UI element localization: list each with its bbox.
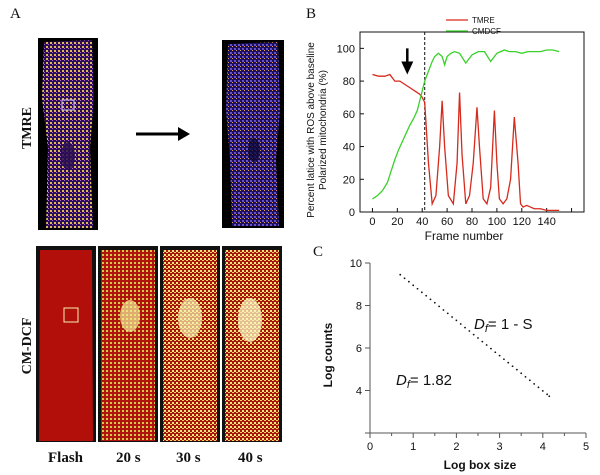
chart-b-ytick-label: 20 bbox=[343, 174, 355, 186]
cmdcf-image-30s bbox=[160, 246, 220, 442]
chart-b-frame bbox=[359, 31, 585, 213]
chart-b-xtick-label: 0 bbox=[369, 216, 375, 228]
chart-b-ytick-label: 40 bbox=[343, 142, 355, 154]
chart-c-xtick-label: 1 bbox=[410, 441, 416, 453]
chart-c-point bbox=[541, 390, 544, 392]
chart-b-xtick-label: 100 bbox=[488, 216, 506, 228]
chart-c-point bbox=[520, 372, 523, 375]
chart-c-point bbox=[528, 379, 531, 382]
cmdcf-image-flash bbox=[36, 246, 96, 442]
tmre-cell-image-before bbox=[38, 38, 98, 230]
chart-c-ytick-label: 4 bbox=[356, 386, 362, 398]
chart-c-xlabel: Log box size bbox=[444, 458, 517, 472]
chart-c-point bbox=[507, 361, 510, 364]
chart-b-ylabel-outer: Percent latice with ROS above baseline bbox=[306, 42, 317, 218]
chart-c-point bbox=[485, 344, 488, 346]
caption-flash: Flash bbox=[48, 450, 84, 466]
chart-c-point bbox=[524, 376, 527, 378]
chart-b-ytick-label: 100 bbox=[337, 43, 355, 55]
chart-c-ytick-label: 6 bbox=[356, 343, 362, 355]
chart-c-point bbox=[416, 287, 419, 290]
chart-c-ylabel: Log counts bbox=[321, 322, 335, 387]
chart-b-ytick-label: 0 bbox=[349, 207, 355, 219]
chart-c-ytick-label: 8 bbox=[356, 301, 362, 313]
chart-b-xtick-label: 40 bbox=[416, 216, 428, 228]
chart-c-xtick-label: 0 bbox=[367, 441, 373, 453]
tmre-row-label: TMRE bbox=[20, 107, 35, 149]
right-arrow-icon bbox=[136, 127, 190, 141]
chart-b-legend-label: TMRE bbox=[472, 16, 495, 25]
chart-c-point bbox=[464, 326, 466, 329]
chart-c-point bbox=[511, 365, 514, 368]
chart-c-point bbox=[442, 309, 445, 311]
chart-b-ytick-label: 80 bbox=[343, 76, 355, 88]
chart-c-point bbox=[533, 383, 536, 385]
chart-b-series-cmdcf bbox=[372, 49, 560, 200]
chart-b-legend-label: CMDCF bbox=[472, 27, 501, 36]
chart-c-point bbox=[420, 291, 423, 294]
chart-c-point bbox=[412, 284, 415, 287]
caption-40s: 40 s bbox=[238, 450, 263, 466]
chart-c-point bbox=[399, 273, 402, 276]
chart-b-series-tmre bbox=[372, 73, 560, 212]
chart-b-xtick-label: 20 bbox=[391, 216, 403, 228]
chart-c-point bbox=[429, 298, 432, 301]
chart-c-point bbox=[537, 386, 540, 389]
chart-c-xtick-label: 5 bbox=[583, 441, 589, 453]
chart-c-point bbox=[403, 277, 406, 280]
chart-c-svg: Log counts Log box size Df= 1 - S Df= 1.… bbox=[321, 258, 589, 472]
chart-c-ytick-label: 10 bbox=[350, 258, 362, 270]
chart-b-xtick-label: 80 bbox=[466, 216, 478, 228]
cmdcf-image-20s bbox=[98, 246, 158, 442]
caption-30s: 30 s bbox=[176, 450, 201, 466]
chart-c-point bbox=[455, 319, 458, 322]
chart-c-point bbox=[472, 333, 475, 336]
caption-20s: 20 s bbox=[116, 450, 141, 466]
chart-c-point bbox=[425, 294, 428, 297]
chart-c-point bbox=[433, 301, 436, 304]
chart-c-point bbox=[446, 312, 449, 315]
chart-c-annotation-value: Df= 1.82 bbox=[396, 372, 452, 391]
chart-b-ylabel-inner: Polarized mitochondria (%) bbox=[318, 70, 329, 190]
chart-c-xtick-label: 2 bbox=[453, 441, 459, 453]
chart-c-point bbox=[468, 330, 471, 332]
down-arrow-head bbox=[401, 61, 414, 75]
chart-c-point bbox=[503, 358, 505, 361]
chart-c-point bbox=[515, 368, 518, 371]
chart-c-point bbox=[498, 354, 501, 357]
cmdcf-image-40s bbox=[222, 246, 282, 442]
chart-b-ytick-label: 60 bbox=[343, 109, 355, 121]
panel-a-letter: A bbox=[10, 6, 21, 22]
tmre-cell-image-after bbox=[222, 40, 284, 228]
chart-b-xlabel: Frame number bbox=[425, 229, 504, 243]
cmdcf-row-label: CM-DCF bbox=[20, 317, 35, 375]
chart-b-xtick-label: 60 bbox=[441, 216, 453, 228]
chart-b-xtick-label: 140 bbox=[537, 216, 555, 228]
chart-c-xtick-label: 3 bbox=[497, 441, 503, 453]
chart-c-point bbox=[546, 393, 549, 396]
chart-c-point bbox=[407, 280, 410, 283]
chart-c-point bbox=[494, 351, 497, 354]
chart-c-point bbox=[451, 316, 453, 318]
chart-c-point bbox=[490, 347, 492, 350]
chart-b-xtick-label: 120 bbox=[513, 216, 531, 228]
panel-c-letter: C bbox=[313, 244, 324, 260]
chart-c-point bbox=[459, 323, 462, 325]
chart-c-point bbox=[477, 337, 479, 339]
chart-b-svg: Percent latice with ROS above baseline P… bbox=[306, 16, 585, 243]
chart-c-xtick-label: 4 bbox=[540, 441, 546, 453]
chart-c-point bbox=[481, 340, 484, 343]
chart-c-point bbox=[548, 395, 551, 398]
panel-b-letter: B bbox=[306, 6, 317, 22]
chart-c-point bbox=[438, 305, 441, 308]
chart-c-annotation-slope: Df= 1 - S bbox=[474, 316, 533, 335]
